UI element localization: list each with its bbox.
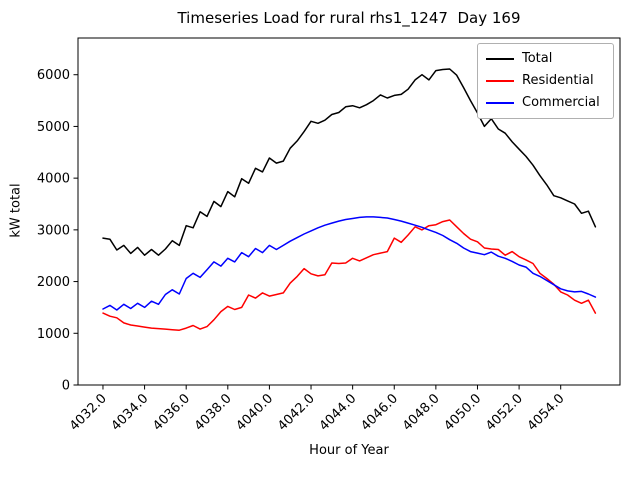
x-axis-label: Hour of Year (309, 443, 389, 458)
y-tick-label: 5000 (37, 120, 70, 135)
y-tick-label: 0 (62, 379, 70, 394)
x-tick-label: 4042.0 (275, 391, 318, 434)
legend-label: Commercial (522, 95, 600, 110)
x-tick-label: 4044.0 (317, 391, 360, 434)
y-tick-label: 3000 (37, 223, 70, 238)
x-tick-label: 4052.0 (483, 391, 526, 434)
legend-item-total: Total (486, 48, 605, 70)
series-line-total (102, 68, 597, 256)
residential-line-swatch (486, 80, 514, 82)
x-tick-label: 4046.0 (358, 391, 401, 434)
x-tick-label: 4040.0 (233, 391, 276, 434)
x-tick-label: 4034.0 (109, 391, 152, 434)
legend-item-residential: Residential (486, 70, 605, 92)
commercial-line-swatch (486, 102, 514, 104)
legend-label: Total (522, 51, 553, 66)
series-line-residential (102, 219, 597, 331)
legend-item-commercial: Commercial (486, 92, 605, 114)
total-line-swatch (486, 58, 514, 60)
y-axis-label: kW total (8, 183, 24, 238)
x-tick-label: 4048.0 (400, 391, 443, 434)
x-tick-label: 4036.0 (150, 391, 193, 434)
legend: Total Residential Commercial (477, 43, 614, 119)
y-tick-label: 2000 (37, 275, 70, 290)
x-tick-label: 4054.0 (525, 391, 568, 434)
x-tick-label: 4050.0 (442, 391, 485, 434)
series-line-commercial (102, 216, 597, 311)
x-tick-label: 4032.0 (67, 391, 110, 434)
axes-spines (77, 37, 621, 386)
y-tick-label: 4000 (37, 172, 70, 187)
chart-title: Timeseries Load for rural rhs1_1247 Day … (177, 9, 521, 27)
legend-label: Residential (522, 73, 594, 88)
y-tick-label: 6000 (37, 68, 70, 83)
y-tick-label: 1000 (37, 327, 70, 342)
x-tick-label: 4038.0 (192, 391, 235, 434)
